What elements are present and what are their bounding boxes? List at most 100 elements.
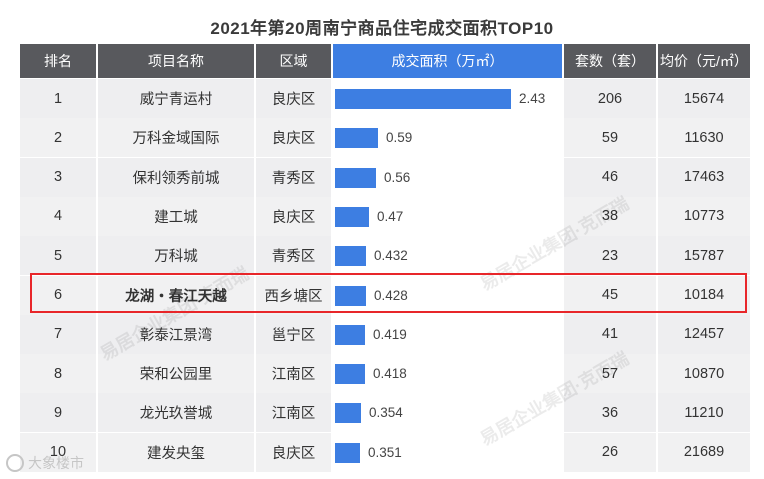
area-bar	[335, 128, 378, 149]
rank-cell: 3	[20, 157, 96, 197]
price-cell: 10773	[658, 196, 750, 236]
table-row: 8 荣和公园里 江南区 0.418 57 10870	[20, 354, 750, 394]
price-cell: 11630	[658, 118, 750, 158]
project-name-cell: 龙光玖誉城	[98, 393, 254, 433]
corner-logo: 大象楼市	[6, 453, 84, 473]
rank-cell: 2	[20, 118, 96, 158]
header-project: 项目名称	[98, 44, 254, 78]
header-price: 均价（元/㎡）	[658, 44, 750, 78]
price-cell: 10870	[658, 354, 750, 394]
price-cell: 15674	[658, 79, 750, 118]
rank-cell: 7	[20, 314, 96, 354]
rank-cell: 4	[20, 196, 96, 236]
bar-value-label: 2.43	[519, 91, 546, 106]
area-bar	[335, 167, 376, 188]
area-bar	[335, 442, 360, 463]
rank-cell: 1	[20, 79, 96, 118]
area-bar	[335, 206, 369, 227]
district-cell: 良庆区	[256, 196, 331, 236]
table-row: 3 保利领秀前城 青秀区 0.56 46 17463	[20, 157, 750, 197]
units-cell: 46	[564, 157, 656, 197]
price-cell: 12457	[658, 314, 750, 354]
table-row: 7 彰泰江景湾 邕宁区 0.419 41 12457	[20, 314, 750, 354]
table-row: 5 万科城 青秀区 0.432 23 15787	[20, 236, 750, 276]
district-cell: 良庆区	[256, 79, 331, 118]
header-area: 成交面积（万㎡）	[333, 44, 562, 78]
area-bar	[335, 285, 366, 306]
price-cell: 15787	[658, 236, 750, 276]
area-bar	[335, 89, 511, 109]
table-row: 4 建工城 良庆区 0.47 38 10773	[20, 196, 750, 236]
units-cell: 38	[564, 196, 656, 236]
rank-cell: 5	[20, 236, 96, 276]
district-cell: 良庆区	[256, 118, 331, 158]
area-bar-cell: 0.428	[333, 275, 562, 315]
corner-logo-text: 大象楼市	[28, 455, 84, 471]
units-cell: 59	[564, 118, 656, 158]
units-cell: 23	[564, 236, 656, 276]
price-cell: 17463	[658, 157, 750, 197]
bar-value-label: 0.47	[377, 208, 404, 224]
bar-value-label: 0.418	[373, 366, 407, 382]
header-rank: 排名	[20, 44, 96, 78]
bar-value-label: 0.354	[369, 405, 403, 421]
project-name-cell: 龙湖・春江天越	[98, 275, 254, 315]
table-row: 2 万科金域国际 良庆区 0.59 59 11630	[20, 118, 750, 158]
area-bar	[335, 403, 361, 424]
project-name-cell: 万科金域国际	[98, 118, 254, 158]
rank-cell: 9	[20, 393, 96, 433]
district-cell: 邕宁区	[256, 314, 331, 354]
logo-circle-icon	[6, 454, 24, 472]
area-bar-cell: 0.56	[333, 157, 562, 197]
project-name-cell: 彰泰江景湾	[98, 314, 254, 354]
header-district: 区域	[256, 44, 331, 78]
bar-value-label: 0.59	[386, 130, 413, 146]
bar-value-label: 0.351	[368, 444, 402, 460]
price-cell: 21689	[658, 432, 750, 472]
district-cell: 江南区	[256, 393, 331, 433]
district-cell: 青秀区	[256, 236, 331, 276]
district-cell: 江南区	[256, 354, 331, 394]
project-name-cell: 保利领秀前城	[98, 157, 254, 197]
project-name-cell: 荣和公园里	[98, 354, 254, 394]
project-name-cell: 万科城	[98, 236, 254, 276]
chart-title: 2021年第20周南宁商品住宅成交面积TOP10	[210, 19, 554, 38]
units-cell: 41	[564, 314, 656, 354]
area-bar	[335, 246, 366, 267]
project-name-cell: 威宁青运村	[98, 79, 254, 118]
rank-cell: 8	[20, 354, 96, 394]
area-bar-cell: 0.419	[333, 314, 562, 354]
area-bar-cell: 0.59	[333, 118, 562, 158]
area-bar-cell: 0.354	[333, 393, 562, 433]
rank-cell: 10	[20, 432, 96, 472]
project-name-cell: 建发央玺	[98, 432, 254, 472]
district-cell: 西乡塘区	[256, 275, 331, 315]
price-cell: 11210	[658, 393, 750, 433]
area-bar-cell: 0.432	[333, 236, 562, 276]
district-cell: 青秀区	[256, 157, 331, 197]
rank-cell: 6	[20, 275, 96, 315]
bar-value-label: 0.432	[374, 248, 408, 264]
bar-value-label: 0.428	[374, 287, 408, 303]
area-bar	[335, 324, 365, 345]
units-cell: 26	[564, 432, 656, 472]
units-cell: 45	[564, 275, 656, 315]
table-row: 1 威宁青运村 良庆区 2.43 206 15674	[20, 79, 750, 118]
area-bar-cell: 0.351	[333, 432, 562, 472]
area-bar-cell: 0.47	[333, 196, 562, 236]
units-cell: 36	[564, 393, 656, 433]
area-bar-cell: 0.418	[333, 354, 562, 394]
area-bar	[335, 364, 365, 385]
project-name-cell: 建工城	[98, 196, 254, 236]
district-cell: 良庆区	[256, 432, 331, 472]
bar-value-label: 0.56	[384, 169, 411, 185]
units-cell: 57	[564, 354, 656, 394]
table-row: 10 建发央玺 良庆区 0.351 26 21689	[20, 432, 750, 472]
area-bar-cell: 2.43	[333, 79, 562, 118]
units-cell: 206	[564, 79, 656, 118]
price-cell: 10184	[658, 275, 750, 315]
table-row: 9 龙光玖誉城 江南区 0.354 36 11210	[20, 393, 750, 433]
header-units: 套数（套）	[564, 44, 656, 78]
bar-value-label: 0.419	[373, 326, 407, 342]
table-row: 6 龙湖・春江天越 西乡塘区 0.428 45 10184	[20, 275, 750, 315]
